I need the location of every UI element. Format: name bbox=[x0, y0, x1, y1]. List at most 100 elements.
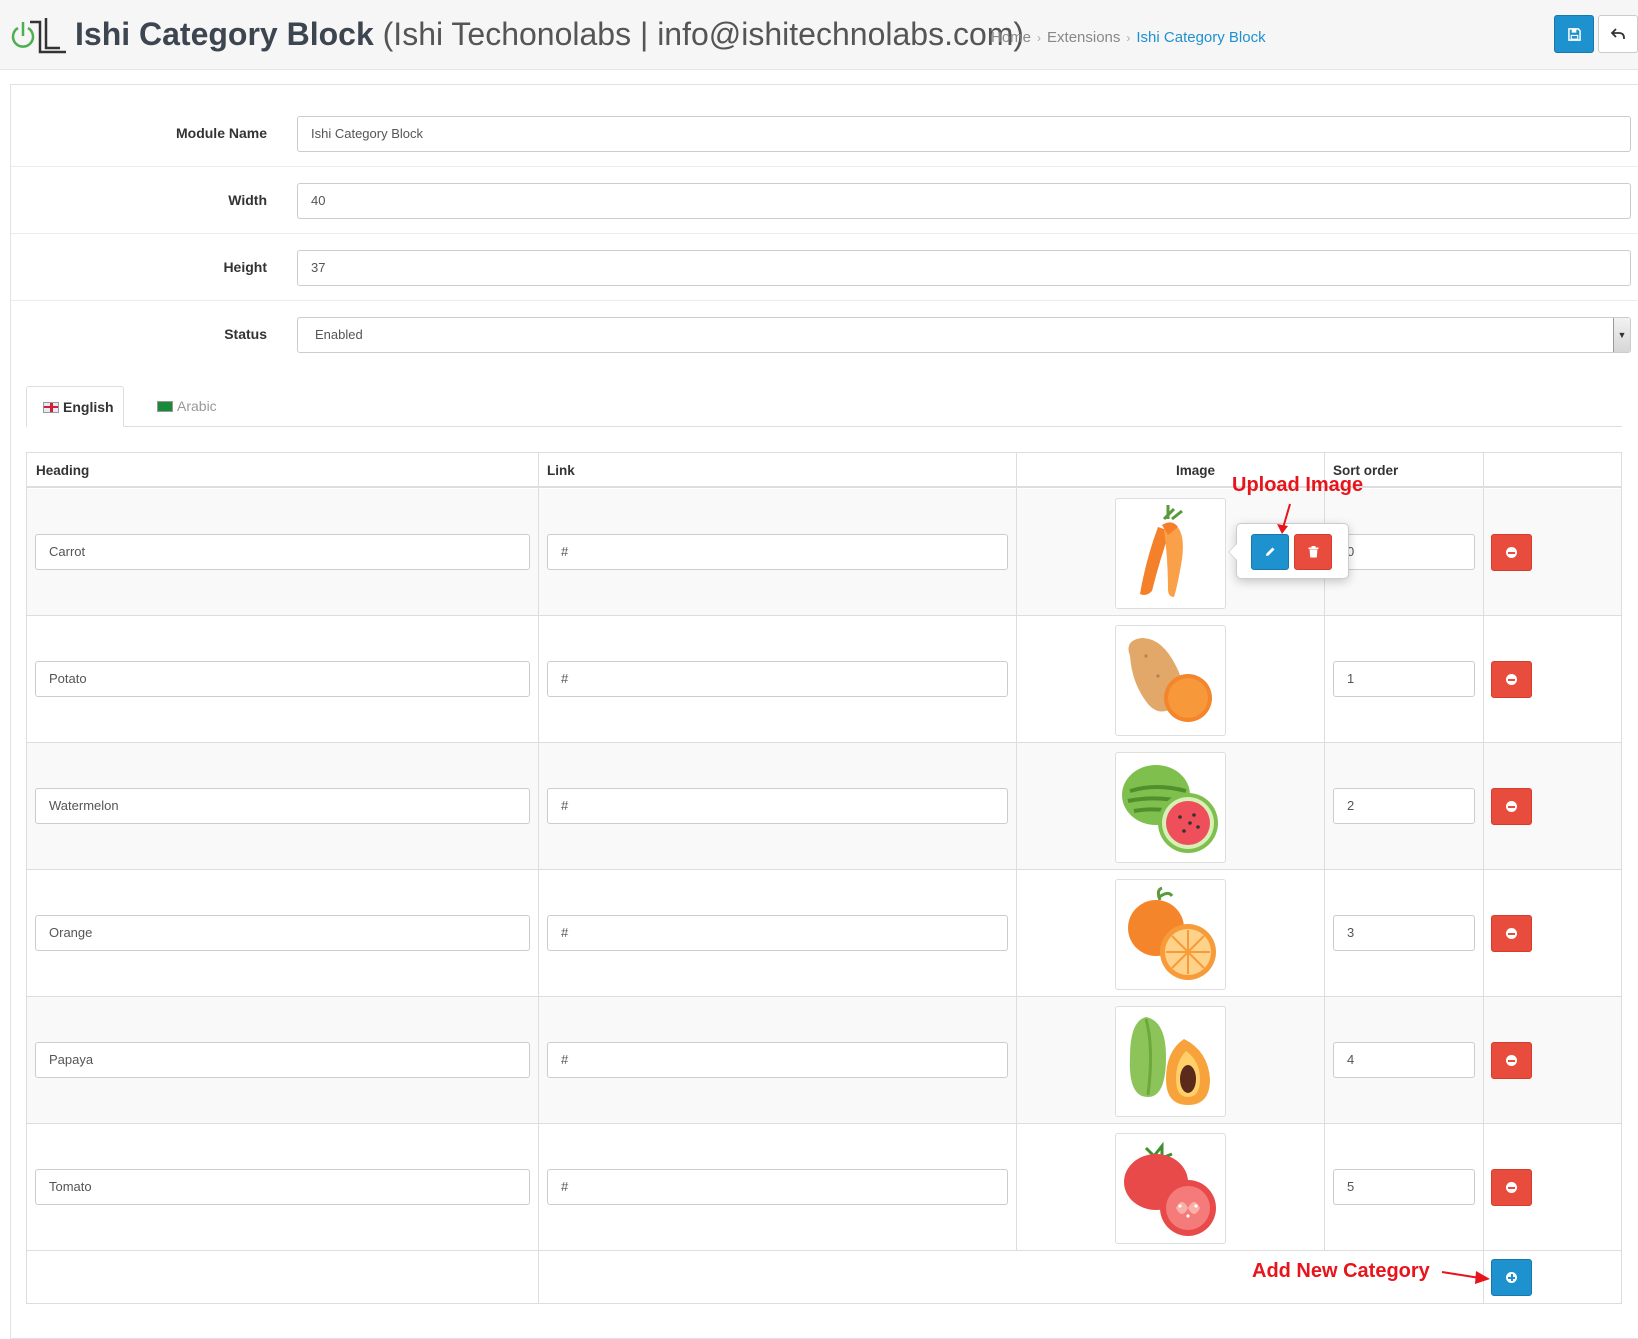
heading-input[interactable]: Tomato bbox=[35, 1169, 530, 1205]
remove-row-button[interactable] bbox=[1491, 534, 1532, 571]
tomato-image bbox=[1124, 1141, 1216, 1236]
remove-row-button[interactable] bbox=[1491, 1042, 1532, 1079]
heading-input[interactable]: Potato bbox=[35, 661, 530, 697]
breadcrumb-extensions[interactable]: Extensions bbox=[1047, 29, 1121, 46]
reply-icon bbox=[1611, 28, 1625, 39]
clear-image-button[interactable] bbox=[1294, 534, 1332, 570]
page-header: Ishi Category Block (Ishi Techonolabs | … bbox=[0, 0, 1638, 70]
minus-circle-icon bbox=[1506, 547, 1517, 558]
sort-order-input[interactable]: 2 bbox=[1333, 788, 1475, 824]
image-thumbnail[interactable] bbox=[1115, 752, 1226, 863]
sort-order-input[interactable]: 3 bbox=[1333, 915, 1475, 951]
minus-circle-icon bbox=[1506, 1055, 1517, 1066]
table-row: Watermelon # 2 bbox=[27, 743, 1621, 870]
table-row: Papaya # 4 bbox=[27, 997, 1621, 1124]
heading-input[interactable]: Watermelon bbox=[35, 788, 530, 824]
sort-order-input[interactable]: 1 bbox=[1333, 661, 1475, 697]
breadcrumb-home[interactable]: Home bbox=[991, 29, 1032, 46]
save-button[interactable] bbox=[1554, 15, 1594, 53]
add-new-category-annotation: Add New Category bbox=[1252, 1260, 1430, 1282]
status-row: Status Enabled ▼ bbox=[10, 301, 1638, 368]
header-link: Link bbox=[547, 463, 575, 478]
sa-flag-icon bbox=[157, 401, 173, 412]
status-selected-value: Enabled bbox=[315, 327, 363, 342]
title-main: Ishi Category Block bbox=[75, 16, 374, 52]
carrot-image bbox=[1140, 505, 1183, 597]
link-input[interactable]: # bbox=[547, 915, 1008, 951]
plus-circle-icon bbox=[1506, 1272, 1517, 1283]
header-sort-order: Sort order bbox=[1333, 463, 1399, 478]
breadcrumb-current[interactable]: Ishi Category Block bbox=[1136, 29, 1266, 46]
image-thumbnail[interactable] bbox=[1115, 625, 1226, 736]
tab-arabic[interactable]: Arabic bbox=[141, 386, 233, 427]
tab-english-label: English bbox=[63, 399, 114, 415]
module-form-panel bbox=[10, 84, 1638, 1339]
image-thumbnail[interactable] bbox=[1115, 498, 1226, 609]
page-title: Ishi Category Block (Ishi Techonolabs | … bbox=[75, 14, 1024, 54]
header-heading: Heading bbox=[36, 463, 90, 478]
pencil-icon bbox=[1266, 547, 1275, 556]
category-table: Heading Link Image Sort order Carrot # 0… bbox=[26, 452, 1622, 1304]
link-input[interactable]: # bbox=[547, 788, 1008, 824]
remove-row-button[interactable] bbox=[1491, 661, 1532, 698]
orange-image bbox=[1128, 886, 1216, 980]
tab-arabic-label: Arabic bbox=[177, 398, 217, 414]
title-sub: (Ishi Techonolabs | info@ishitechnolabs.… bbox=[382, 16, 1025, 52]
column-divider bbox=[1483, 453, 1484, 1303]
breadcrumb: Home › Extensions › Ishi Category Block bbox=[991, 28, 1266, 48]
edit-image-button[interactable] bbox=[1251, 534, 1289, 570]
table-row: Tomato # 5 bbox=[27, 1124, 1621, 1251]
table-row: Potato # 1 bbox=[27, 616, 1621, 743]
height-input[interactable]: 37 bbox=[297, 250, 1631, 286]
link-input[interactable]: # bbox=[547, 1042, 1008, 1078]
minus-circle-icon bbox=[1506, 1182, 1517, 1193]
chevron-down-icon[interactable]: ▼ bbox=[1613, 318, 1630, 352]
module-name-row: Module Name Ishi Category Block bbox=[10, 100, 1638, 167]
minus-circle-icon bbox=[1506, 801, 1517, 812]
status-select[interactable]: Enabled ▼ bbox=[297, 317, 1631, 353]
link-input[interactable]: # bbox=[547, 534, 1008, 570]
module-name-input[interactable]: Ishi Category Block bbox=[297, 116, 1631, 152]
header-image: Image bbox=[1176, 463, 1216, 478]
add-category-button[interactable] bbox=[1491, 1259, 1532, 1296]
table-row: Carrot # 0 bbox=[27, 489, 1621, 616]
sort-order-input[interactable]: 5 bbox=[1333, 1169, 1475, 1205]
heading-input[interactable]: Papaya bbox=[35, 1042, 530, 1078]
remove-row-button[interactable] bbox=[1491, 788, 1532, 825]
language-tabs: English Arabic bbox=[26, 386, 1622, 427]
link-input[interactable]: # bbox=[547, 661, 1008, 697]
width-label: Width bbox=[228, 192, 267, 208]
table-row: Orange # 3 bbox=[27, 870, 1621, 997]
status-label: Status bbox=[224, 326, 267, 342]
link-input[interactable]: # bbox=[547, 1169, 1008, 1205]
trash-icon bbox=[1308, 546, 1318, 558]
width-input[interactable]: 40 bbox=[297, 183, 1631, 219]
minus-circle-icon bbox=[1506, 928, 1517, 939]
heading-input[interactable]: Orange bbox=[35, 915, 530, 951]
papaya-image bbox=[1129, 1017, 1210, 1105]
column-divider bbox=[1324, 453, 1325, 1251]
image-thumbnail[interactable] bbox=[1115, 1006, 1226, 1117]
table-header-row bbox=[27, 453, 1621, 488]
heading-input[interactable]: Carrot bbox=[35, 534, 530, 570]
module-name-label: Module Name bbox=[175, 125, 267, 141]
remove-row-button[interactable] bbox=[1491, 1169, 1532, 1206]
image-thumbnail[interactable] bbox=[1115, 879, 1226, 990]
width-row: Width 40 bbox=[10, 167, 1638, 234]
column-divider bbox=[1016, 453, 1017, 1251]
breadcrumb-separator: › bbox=[1037, 31, 1042, 45]
annotation-arrow-icon bbox=[1277, 503, 1291, 534]
minus-circle-icon bbox=[1506, 674, 1517, 685]
height-label: Height bbox=[223, 259, 267, 275]
column-divider bbox=[538, 453, 539, 1303]
image-thumbnail[interactable] bbox=[1115, 1133, 1226, 1244]
table-footer-row bbox=[27, 1251, 1621, 1304]
remove-row-button[interactable] bbox=[1491, 915, 1532, 952]
ishi-logo-icon bbox=[11, 18, 66, 54]
tab-english[interactable]: English bbox=[26, 386, 124, 427]
sort-order-input[interactable]: 4 bbox=[1333, 1042, 1475, 1078]
sort-order-input[interactable]: 0 bbox=[1333, 534, 1475, 570]
image-popover bbox=[1228, 523, 1349, 579]
back-button[interactable] bbox=[1598, 15, 1638, 53]
gb-flag-icon bbox=[43, 402, 59, 413]
